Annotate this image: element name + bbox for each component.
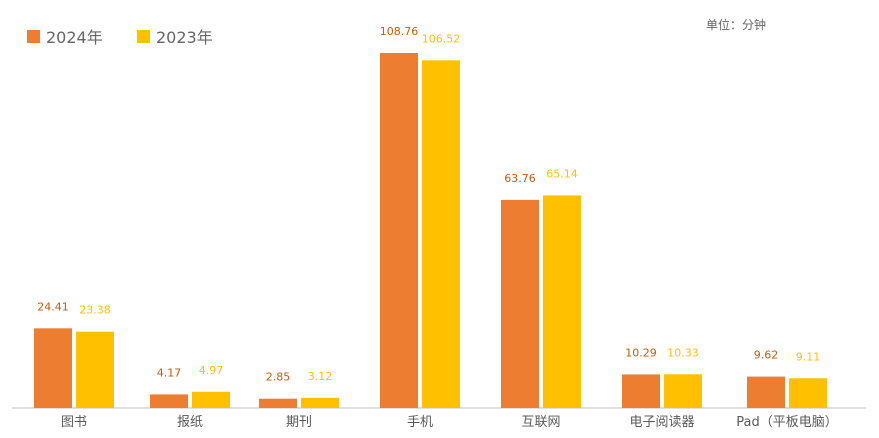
category-label-1: 报纸 <box>177 415 203 430</box>
value-label-2023-4: 65.14 <box>546 167 578 180</box>
value-label-2023-3: 106.52 <box>422 32 461 45</box>
legend-2023: 2023年 <box>137 24 213 48</box>
value-label-2023-1: 4.97 <box>199 364 224 377</box>
value-label-2024-6: 9.62 <box>754 349 779 362</box>
value-label-2023-5: 10.33 <box>667 346 699 359</box>
bar-2024-6 <box>747 376 785 408</box>
category-label-0: 图书 <box>61 415 87 430</box>
legend-2024: 2024年 <box>27 24 103 48</box>
bar-2023-5 <box>664 374 702 408</box>
legend-swatch-2023 <box>137 29 150 43</box>
bar-2024-0 <box>34 328 72 408</box>
legend-label-2023: 2023年 <box>156 28 213 47</box>
value-label-2024-2: 2.85 <box>266 371 291 384</box>
value-label-2024-1: 4.17 <box>157 366 182 379</box>
unit-label: 单位：分钟 <box>706 18 767 32</box>
bar-2024-5 <box>622 374 660 408</box>
category-label-5: 电子阅读器 <box>629 415 694 430</box>
bar-2023-3 <box>422 60 460 408</box>
legend-label-2024: 2024年 <box>46 28 103 47</box>
bar-2024-2 <box>259 398 297 408</box>
bar-2023-4 <box>543 195 581 408</box>
bar-2024-4 <box>501 199 539 408</box>
value-label-2024-3: 108.76 <box>380 25 419 38</box>
value-label-2023-6: 9.11 <box>796 350 821 363</box>
value-label-2023-0: 23.38 <box>79 304 111 317</box>
category-label-2: 期刊 <box>286 415 312 430</box>
bar-2024-1 <box>150 394 188 408</box>
bar-2024-3 <box>380 53 418 408</box>
category-label-6: Pad（平板电脑） <box>736 415 837 430</box>
value-label-2023-2: 3.12 <box>308 370 333 383</box>
bar-2023-2 <box>301 397 339 408</box>
bar-2023-0 <box>76 331 114 408</box>
bar-2023-1 <box>192 391 230 408</box>
category-label-4: 互联网 <box>521 415 560 430</box>
value-label-2024-0: 24.41 <box>37 300 69 313</box>
legend-swatch-2024 <box>27 29 40 43</box>
value-label-2024-4: 63.76 <box>504 172 536 185</box>
bar-2023-6 <box>789 378 827 408</box>
category-label-3: 手机 <box>407 415 433 430</box>
value-label-2024-5: 10.29 <box>625 346 657 359</box>
